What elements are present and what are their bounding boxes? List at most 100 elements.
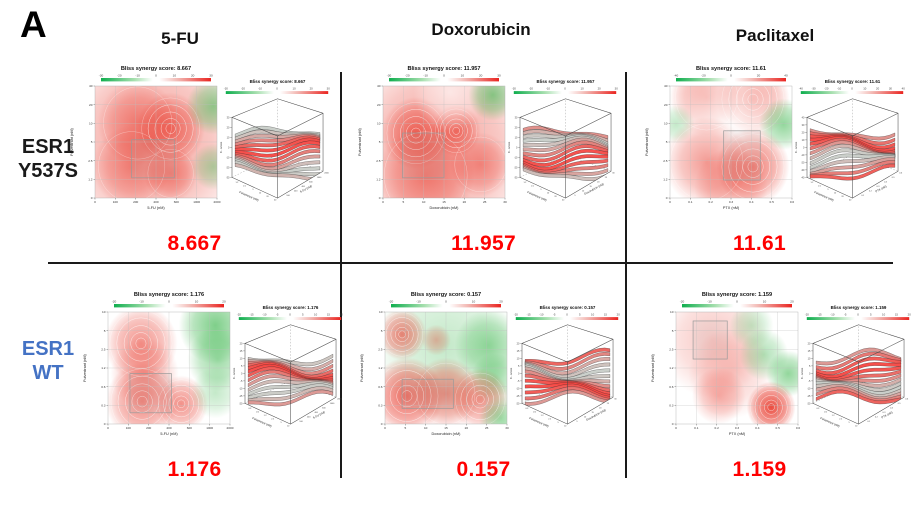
colorbar-3d <box>515 317 619 320</box>
z-axis-tick: 10 <box>808 357 811 360</box>
y-axis-tick: 2.5 <box>663 159 668 163</box>
y-axis-tick-3d: 20 <box>841 196 844 198</box>
row-label-line1: ESR1 <box>21 136 75 158</box>
colorbar-tick: -20 <box>701 74 706 78</box>
z-axis-tick: -30 <box>514 176 518 179</box>
y-axis-tick-3d: 20 <box>266 196 269 198</box>
plot-title-3d: Bliss synergy score: 1.176 <box>263 305 319 310</box>
x-axis-tick: 20 <box>465 426 469 430</box>
colorbar-tick: -10 <box>837 87 841 91</box>
x-axis-tick-3d: 30 <box>614 398 617 400</box>
z-axis-label: δ - score <box>794 141 798 153</box>
heatmap-surface <box>676 312 798 424</box>
colorbar-tick: 20 <box>598 87 602 91</box>
colorbar-tick: 30 <box>497 74 501 78</box>
y-axis-tick: 20 <box>89 103 93 107</box>
z-axis-tick: -15 <box>516 395 520 398</box>
colorbar-tick: 40 <box>902 87 906 91</box>
x-axis-tick: 25 <box>483 200 487 204</box>
x-axis-tick-3d: 100 <box>299 421 303 423</box>
x-axis-tick: 0.1 <box>694 426 699 430</box>
z-axis-tick: 0 <box>809 372 811 375</box>
y-axis-tick-3d: 5 <box>849 422 851 424</box>
y-axis-tick: 1.2 <box>101 366 106 370</box>
y-axis-tick: 1.2 <box>88 177 93 181</box>
y-axis-tick-3d: 5 <box>252 189 254 191</box>
colorbar-tick: 15 <box>327 313 331 317</box>
x-axis-tick: 0 <box>384 426 386 430</box>
y-axis-tick-3d: 0.6 <box>824 412 828 414</box>
x-axis-tick-3d: 400 <box>302 186 306 188</box>
colorbar-tick: 30 <box>615 87 619 91</box>
colorbar-tick: 0 <box>289 313 291 317</box>
colorbar-tick: -10 <box>539 313 543 317</box>
y-axis-tick-3d: 1.2 <box>523 182 527 184</box>
x-axis-tick: 0.4 <box>755 426 760 430</box>
colorbar-tick: -20 <box>514 313 518 317</box>
y-axis-tick: 0.3 <box>101 403 106 407</box>
y-axis-tick-3d: 20 <box>554 196 557 198</box>
colorbar-2d <box>391 304 501 308</box>
z-axis-label: δ - score <box>509 367 513 379</box>
z-axis-tick: 15 <box>517 350 520 353</box>
colorbar-tick: -15 <box>818 313 822 317</box>
z-axis-tick: 30 <box>227 116 230 119</box>
y-axis-tick-3d: 10 <box>287 425 290 427</box>
colorbar-tick: -5 <box>844 313 847 317</box>
x-axis-tick-3d: 25 <box>605 177 608 179</box>
x-axis-tick: 1000 <box>206 426 213 430</box>
z-axis-tick: -20 <box>239 402 243 405</box>
colorbar-tick: -10 <box>135 74 140 78</box>
row-label-line1: ESR1 <box>21 338 75 360</box>
row-label-line2: WT <box>32 361 64 384</box>
x-axis-label: Doxorubicin (nM) <box>432 432 462 436</box>
x-axis-tick-3d: 0.1 <box>861 195 865 197</box>
y-axis-label: Fulvestrant (nM) <box>360 353 364 381</box>
max-synergy-area-box <box>401 378 454 409</box>
contour-plot-2d: Bliss synergy score: 0.157 -20 -10 0 10 20 0 0.… <box>360 292 509 436</box>
x-axis-tick-3d: 200 <box>294 190 298 192</box>
x-axis-tick-3d: 0.3 <box>877 186 881 188</box>
x-axis-tick: 0.1 <box>688 200 693 204</box>
x-axis-tick: 0.5 <box>770 200 775 204</box>
contour-plot-2d: Bliss synergy score: 11.61 -40 -20 0 20 40 0 1.… <box>645 66 794 210</box>
colorbar-3d <box>800 91 904 94</box>
x-axis-tick-3d: 0.3 <box>883 412 887 414</box>
z-axis-tick: -15 <box>807 395 811 398</box>
y-axis-tick: 5 <box>91 140 93 144</box>
z-axis-tick: 15 <box>808 350 811 353</box>
x-axis-tick-3d: 0.6 <box>899 172 903 174</box>
heatmap-surface <box>385 312 507 424</box>
y-axis-tick-3d: 10 <box>547 192 550 194</box>
colorbar-tick: 20 <box>790 300 794 304</box>
y-axis-tick: 10 <box>102 310 106 314</box>
surface-plot-3d: Bliss synergy score: 11.61 -40 -30 -20 -10 0 1… <box>794 79 906 202</box>
z-axis-tick: 10 <box>240 357 243 360</box>
synergy-panel-wt-5fu: Bliss synergy score: 1.176 -20 -10 0 10 20 0 0.… <box>48 286 343 488</box>
z-axis-tick: -20 <box>514 166 518 169</box>
x-axis-tick: 20 <box>463 200 467 204</box>
z-axis-tick: 0 <box>228 146 230 149</box>
y-axis-tick: 1.2 <box>376 177 381 181</box>
z-axis-tick: 10 <box>227 136 230 139</box>
x-axis-label-3d: PTX (nM) <box>881 410 894 419</box>
colorbar-tick: 10 <box>173 74 177 78</box>
plot-title-2d: Bliss synergy score: 1.159 <box>702 292 772 298</box>
colorbar-tick: 30 <box>209 74 213 78</box>
x-axis-tick-3d: 600 <box>309 181 313 183</box>
colorbar-tick: -20 <box>405 74 410 78</box>
y-axis-tick-3d: 10 <box>834 192 837 194</box>
y-axis-label-3d: Fulvestrant (nM) <box>252 416 273 428</box>
synergy-score: 8.667 <box>167 232 222 255</box>
z-axis-tick: -10 <box>226 156 230 159</box>
x-axis-tick: 400 <box>166 426 171 430</box>
colorbar-tick: -30 <box>99 74 104 78</box>
colorbar-tick: 5 <box>870 313 872 317</box>
x-axis-label-3d: Doxorubicin (nM) <box>585 408 606 422</box>
colorbar-tick: -30 <box>812 87 816 91</box>
colorbar-tick: 0 <box>443 74 445 78</box>
y-axis-tick: 0.3 <box>378 403 383 407</box>
synergy-score: 0.157 <box>456 458 511 481</box>
contour-plot-container: Bliss synergy score: 1.176 -20 -10 0 10 20 0 0.… <box>78 288 248 456</box>
